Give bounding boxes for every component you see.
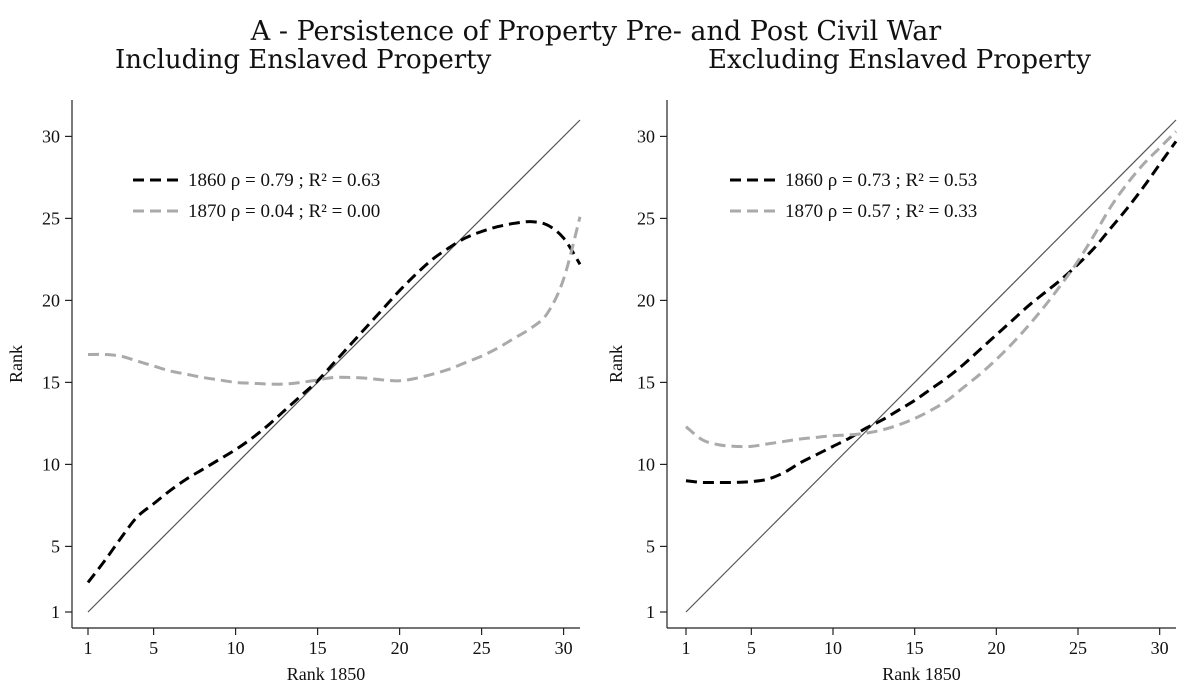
- left-y-tick-label: 30: [42, 126, 60, 146]
- left-x-tick-label: 25: [473, 638, 491, 658]
- left-legend-label-0: 1860 ρ = 0.79 ; R² = 0.63: [188, 170, 380, 191]
- right-y-axis-title: Rank: [606, 345, 626, 383]
- left-y-tick-label: 10: [42, 454, 60, 474]
- left-y-tick-label: 1: [51, 602, 60, 622]
- right-series-0-line: [685, 140, 1178, 485]
- left-x-tick-label: 30: [555, 638, 573, 658]
- left-x-tick-label: 1: [84, 638, 93, 658]
- left-x-tick-label: 15: [309, 638, 327, 658]
- left-y-tick-label: 5: [51, 536, 60, 556]
- right-y-tick-label: 1: [646, 602, 655, 622]
- right-x-axis-title: Rank 1850: [882, 664, 961, 684]
- right-x-tick-label: 20: [987, 638, 1005, 658]
- right-y-tick-label: 15: [637, 372, 655, 392]
- left-x-tick-label: 5: [149, 638, 158, 658]
- right-legend-label-1: 1870 ρ = 0.57 ; R² = 0.33: [785, 201, 977, 222]
- figure-title: A - Persistence of Property Pre- and Pos…: [250, 16, 942, 47]
- right-y-tick-label: 25: [637, 208, 655, 228]
- right-legend-label-0: 1860 ρ = 0.73 ; R² = 0.53: [785, 170, 977, 191]
- left-legend-label-1: 1870 ρ = 0.04 ; R² = 0.00: [188, 201, 380, 222]
- right-series-1-line: [685, 130, 1178, 449]
- right-x-tick-label: 15: [906, 638, 924, 658]
- right-x-tick-label: 1: [682, 638, 691, 658]
- right-x-tick-label: 10: [824, 638, 842, 658]
- right-reference-line: [685, 119, 1177, 613]
- right-x-tick-label: 5: [747, 638, 756, 658]
- left-x-axis-title: Rank 1850: [287, 664, 366, 684]
- left-panel-title: Including Enslaved Property: [115, 45, 492, 75]
- left-y-tick-label: 15: [42, 372, 60, 392]
- left-y-tick-label: 25: [42, 208, 60, 228]
- right-y-tick-label: 5: [646, 536, 655, 556]
- left-series-1-line: [87, 216, 582, 386]
- right-y-tick-label: 30: [637, 126, 655, 146]
- left-x-tick-label: 10: [227, 638, 245, 658]
- left-series-0-line: [86, 220, 582, 584]
- right-y-tick-label: 10: [637, 454, 655, 474]
- left-y-axis-title: Rank: [6, 345, 26, 383]
- right-x-tick-label: 25: [1069, 638, 1087, 658]
- right-y-tick-label: 20: [637, 290, 655, 310]
- left-y-tick-label: 20: [42, 290, 60, 310]
- right-x-tick-label: 30: [1151, 638, 1169, 658]
- right-panel-title: Excluding Enslaved Property: [708, 45, 1091, 75]
- left-x-tick-label: 20: [391, 638, 409, 658]
- left-reference-line: [87, 119, 581, 613]
